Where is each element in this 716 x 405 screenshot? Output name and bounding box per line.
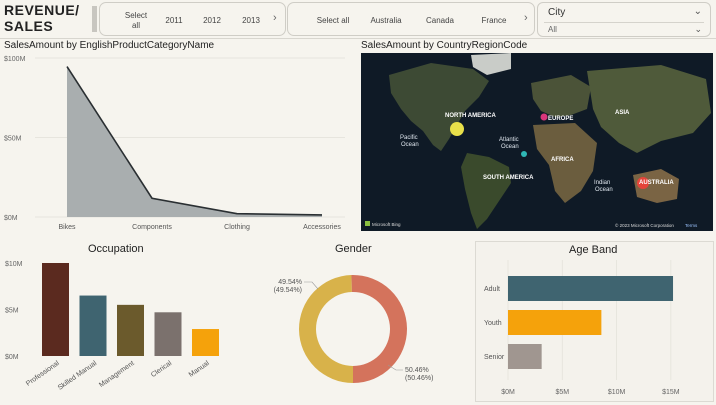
- map-label-indian: Indian Ocean: [594, 180, 613, 193]
- x-tick-label: Manual: [188, 360, 211, 379]
- map-title: SalesAmount by CountryRegionCode: [361, 40, 528, 51]
- category-area-series[interactable]: [67, 66, 322, 217]
- x-tick-label: $5M: [555, 389, 569, 396]
- gender-slice[interactable]: [351, 275, 407, 383]
- map-label-europe: EUROPE: [548, 116, 573, 122]
- report-title: REVENUE/SALES: [4, 2, 80, 34]
- map-label-atlantic: Atlantic Ocean: [499, 137, 519, 150]
- europe-land: [531, 75, 591, 117]
- country-select-all[interactable]: Select all: [316, 16, 350, 25]
- category-area-chart: $100M $50M $0M Bikes Components Clothing Acce…: [4, 56, 345, 231]
- chevron-right-icon[interactable]: ›: [273, 12, 277, 24]
- year-2011[interactable]: 2011: [165, 16, 183, 25]
- map-attribution-bing: Microsoft Bing: [372, 222, 401, 227]
- y-tick-label: Youth: [484, 320, 502, 327]
- occupation-chart-title: Occupation: [88, 243, 144, 255]
- occupation-bar[interactable]: [117, 304, 144, 356]
- occupation-bar[interactable]: [79, 295, 107, 356]
- map-label-south-america: SOUTH AMERICA: [483, 175, 534, 181]
- x-tick-label: Components: [132, 224, 172, 231]
- caribbean-bubble[interactable]: [521, 151, 527, 157]
- map-label-pacific: Pacific Ocean: [400, 135, 419, 148]
- gender-data-label: 50.46%: [405, 367, 429, 374]
- asia-land: [587, 65, 711, 153]
- gender-data-sublabel: (50.46%): [405, 375, 433, 382]
- year-2013[interactable]: 2013: [242, 16, 260, 25]
- y-tick-label: $50M: [4, 136, 22, 143]
- occupation-bar[interactable]: [192, 329, 219, 356]
- chevron-right-icon[interactable]: ›: [524, 12, 528, 24]
- world-map-canvas: NORTH AMERICA EUROPE ASIA Pacific Ocean A…: [361, 53, 713, 231]
- chevron-down-icon[interactable]: ⌄: [694, 24, 702, 34]
- y-tick-label: $10M: [5, 261, 23, 268]
- country-canada[interactable]: Canada: [425, 16, 455, 25]
- europe-bubble[interactable]: [540, 113, 548, 121]
- occupation-bar[interactable]: [42, 263, 69, 356]
- gender-slice[interactable]: [298, 275, 353, 383]
- occupation-bar[interactable]: [154, 312, 182, 356]
- gender-chart-title: Gender: [335, 243, 372, 255]
- title-accent-bar: [92, 6, 97, 32]
- leader-line: [387, 364, 403, 371]
- x-tick-label: $0M: [501, 389, 515, 396]
- year-select-all[interactable]: Select all: [124, 11, 148, 30]
- ageband-panel: Age Band Adult Youth Senior $0M $5M $10M $15M: [475, 241, 714, 402]
- country-australia[interactable]: Australia: [370, 16, 402, 25]
- ageband-bar[interactable]: [508, 276, 674, 301]
- ageband-bar[interactable]: [508, 344, 542, 369]
- north-america-bubble[interactable]: [450, 122, 464, 136]
- x-tick-label: Clerical: [150, 360, 173, 379]
- x-tick-label: Management: [98, 360, 136, 389]
- year-slicer[interactable]: Select all 2011 2012 2013 ›: [99, 2, 286, 36]
- chevron-down-icon[interactable]: ⌄: [693, 6, 702, 17]
- x-tick-label: $10M: [608, 389, 626, 396]
- gender-data-label: 49.54%: [278, 279, 302, 286]
- header-divider: [0, 38, 716, 39]
- x-tick-label: Professional: [25, 360, 61, 388]
- ageband-chart-title: Age Band: [569, 244, 618, 256]
- y-tick-label: $100M: [4, 56, 26, 63]
- y-tick-label: $0M: [4, 215, 18, 222]
- australia-bubble[interactable]: [637, 177, 649, 189]
- x-tick-label: Bikes: [58, 224, 76, 231]
- report-title-block: REVENUE/SALES: [0, 0, 97, 38]
- y-tick-label: Senior: [484, 354, 505, 361]
- year-2012[interactable]: 2012: [203, 16, 221, 25]
- gender-data-sublabel: (49.54%): [274, 287, 302, 294]
- map-label-africa: AFRICA: [551, 157, 574, 163]
- map-label-australia: AUSTRALIA: [639, 180, 674, 186]
- north-america-land: [389, 63, 489, 151]
- x-tick-label: Clothing: [224, 224, 250, 231]
- y-tick-label: $5M: [5, 308, 19, 315]
- y-tick-label: Adult: [484, 286, 500, 293]
- leader-line: [304, 281, 319, 290]
- greenland-land: [471, 53, 511, 75]
- city-dropdown-label: City: [548, 7, 566, 18]
- dropdown-divider: [544, 22, 704, 23]
- map-label-north-america: NORTH AMERICA: [445, 113, 496, 119]
- world-map[interactable]: NORTH AMERICA EUROPE ASIA Pacific Ocean A…: [361, 53, 713, 231]
- category-chart-title: SalesAmount by EnglishProductCategoryNam…: [4, 40, 215, 51]
- country-france[interactable]: France: [481, 16, 507, 25]
- y-tick-label: $0M: [5, 354, 19, 361]
- south-america-land: [461, 153, 511, 229]
- city-dropdown-value[interactable]: All: [548, 25, 557, 34]
- gender-donut-chart: 49.54%(49.54%) 50.46%(50.46%): [274, 275, 433, 383]
- map-terms-link[interactable]: Terms: [685, 223, 698, 228]
- africa-land: [533, 123, 597, 203]
- x-tick-label: $15M: [662, 389, 680, 396]
- category-line-series: [66, 66, 323, 216]
- map-label-asia: ASIA: [615, 110, 630, 116]
- bing-logo-icon: [365, 221, 370, 226]
- country-slicer[interactable]: Select all Australia Canada France ›: [287, 2, 535, 36]
- map-copyright: © 2023 Microsoft Corporation: [615, 222, 674, 228]
- city-dropdown[interactable]: City ⌄ All ⌄: [537, 2, 711, 37]
- x-tick-label: Skilled Manual: [57, 360, 99, 392]
- ageband-bar[interactable]: [508, 310, 602, 335]
- x-tick-label: Accessories: [303, 224, 341, 231]
- ageband-bar-chart: Adult Youth Senior $0M $5M $10M $15M: [484, 260, 680, 396]
